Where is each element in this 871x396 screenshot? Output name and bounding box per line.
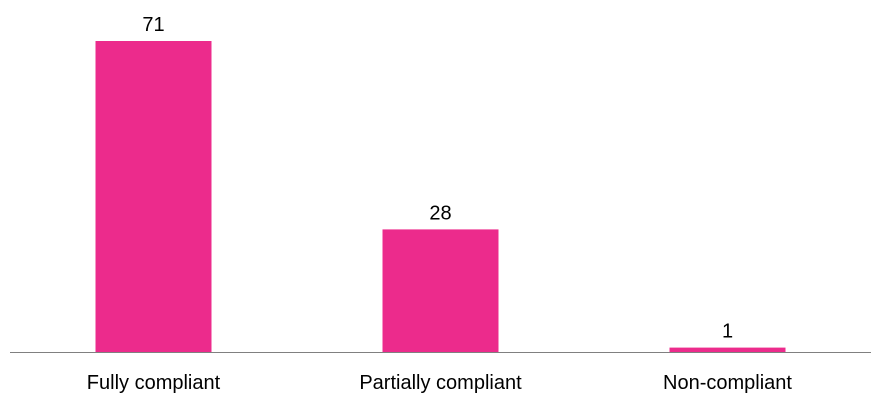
value-labels-group: 71 28 1 [142,14,733,343]
value-label-fully-compliant: 71 [142,14,164,36]
bar-partially-compliant [382,229,499,352]
x-tick-label-fully-compliant: Fully compliant [87,372,221,394]
value-label-partially-compliant: 28 [429,202,451,224]
x-tick-labels-group: Fully compliant Partially compliant Non-co… [87,372,793,394]
x-tick-label-non-compliant: Non-compliant [663,372,792,394]
bars-group [95,41,786,352]
value-label-non-compliant: 1 [722,321,733,343]
x-tick-label-partially-compliant: Partially compliant [359,372,522,394]
bar-non-compliant [669,347,786,352]
bar-fully-compliant [95,41,212,352]
